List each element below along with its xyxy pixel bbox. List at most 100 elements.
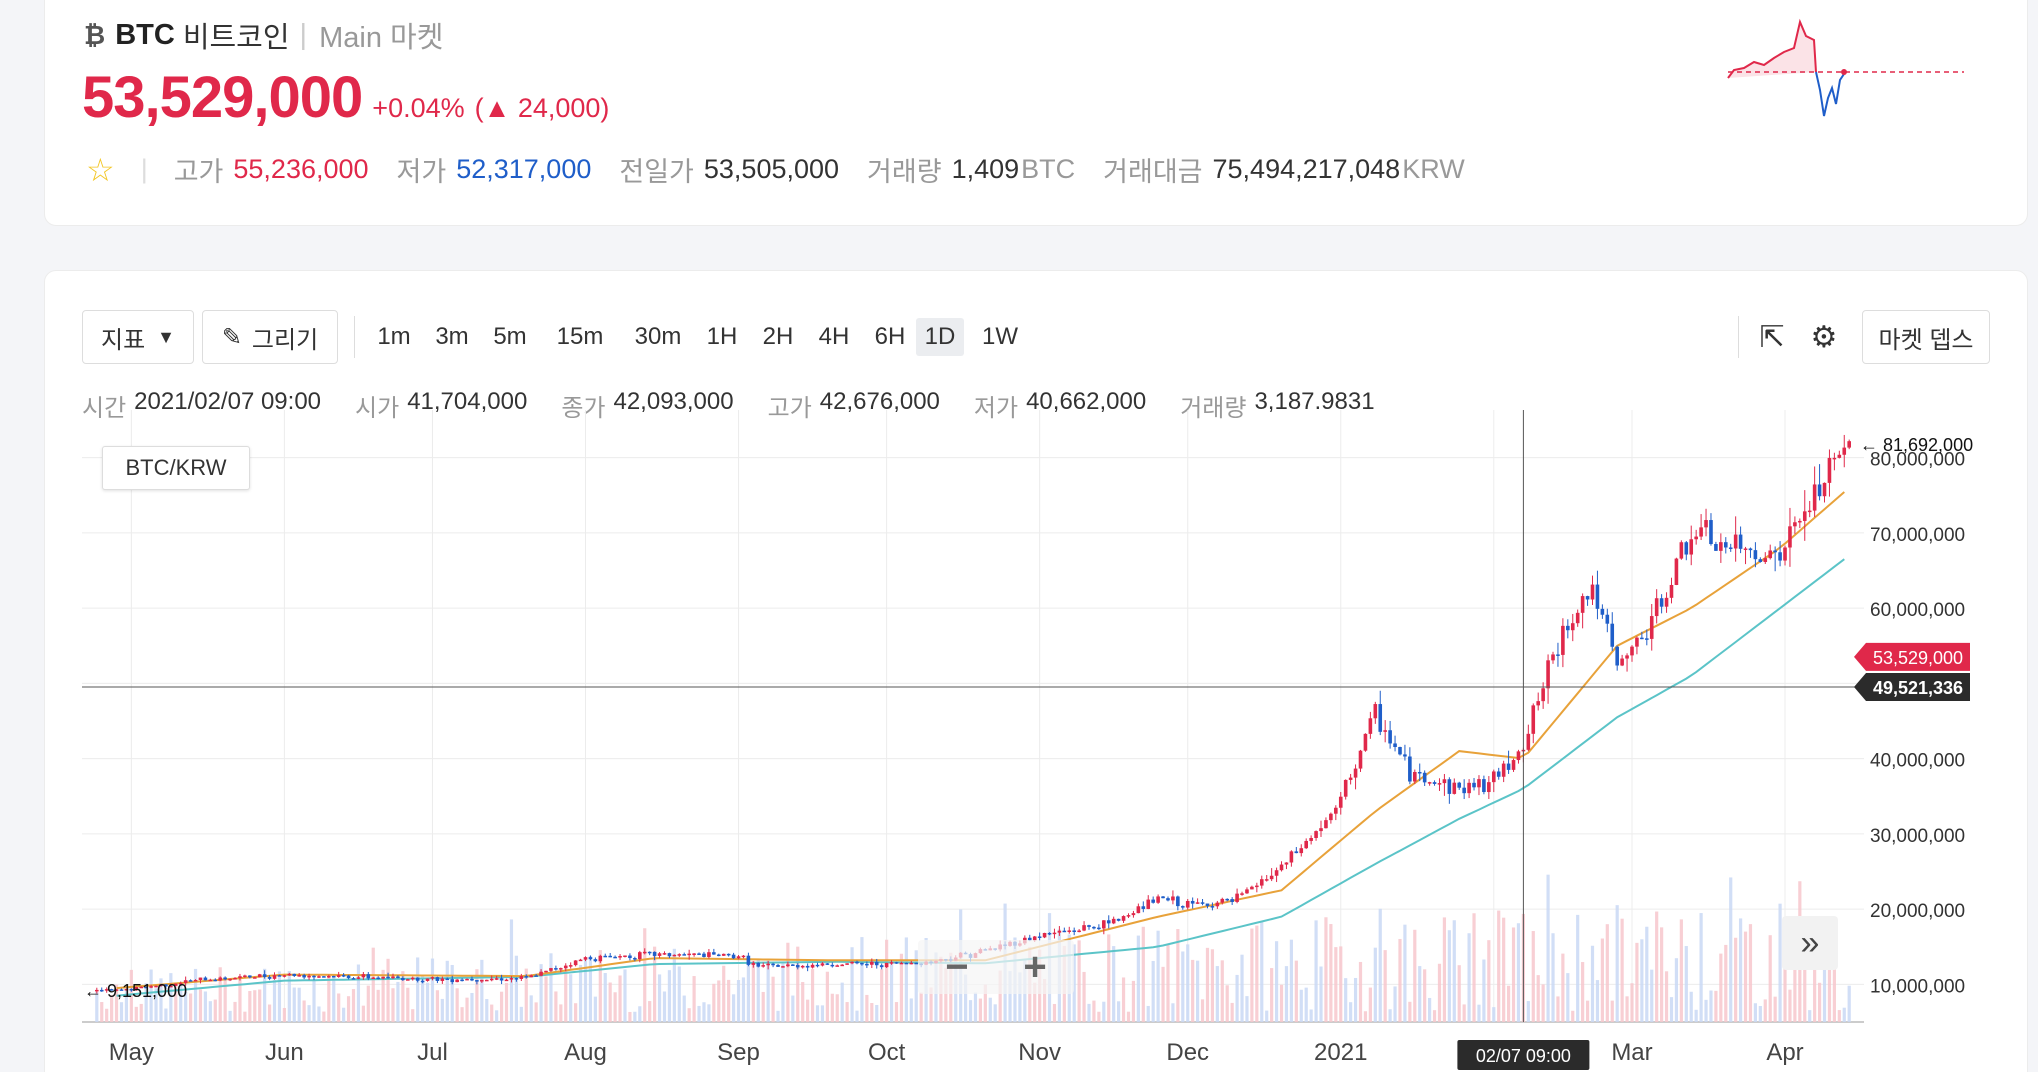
volume-bar <box>435 990 440 1022</box>
favorite-star-icon[interactable]: ☆ <box>86 151 115 188</box>
indicator-button[interactable]: 지표 ▼ <box>82 310 194 364</box>
candle-body <box>1299 848 1304 854</box>
volume-bar <box>1166 944 1170 1022</box>
timeframe-1m[interactable]: 1m <box>377 323 411 350</box>
scroll-to-latest-button[interactable]: » <box>1782 916 1838 970</box>
candle-body <box>1097 927 1101 930</box>
candle-body <box>1176 896 1180 907</box>
candle-body <box>1279 864 1284 871</box>
candle-body <box>1753 550 1758 560</box>
ohlc-high-value: 42,676,000 <box>819 388 940 415</box>
volume-bar <box>593 996 597 1022</box>
timeframe-15m[interactable]: 15m <box>556 323 604 350</box>
current-price: 53,529,000 <box>82 65 363 130</box>
volume-bar <box>944 967 948 1022</box>
volume-bar <box>885 939 889 1022</box>
current-price-tag <box>1854 642 1970 671</box>
timeframe-30m[interactable]: 30m <box>634 323 682 350</box>
volume-bar <box>623 969 627 1022</box>
volume-bar <box>815 1005 820 1022</box>
candle-body <box>1146 899 1151 909</box>
market-depth-button[interactable]: 마켓 뎁스 <box>1862 310 1990 364</box>
volume-bar <box>633 1011 637 1022</box>
volume-bar <box>638 1006 642 1022</box>
external-link-icon[interactable]: ⇱ <box>1759 320 1785 354</box>
candle-body <box>1324 820 1328 829</box>
volume-bar <box>1506 985 1511 1022</box>
volume-bar <box>1842 1007 1846 1022</box>
candle-body <box>302 975 306 978</box>
volume-bar <box>1274 941 1279 1022</box>
volume-bar <box>687 1008 691 1022</box>
volume-bar <box>840 982 844 1022</box>
candle-body <box>1319 828 1323 832</box>
candle-body <box>336 975 341 977</box>
volume-bar <box>425 982 430 1022</box>
candle-body <box>1748 548 1753 551</box>
volume-bar <box>411 1009 415 1022</box>
timeframe-5m[interactable]: 5m <box>493 323 527 350</box>
candle-body <box>1422 772 1427 783</box>
candle-body <box>894 962 899 964</box>
x-tick-label: Oct <box>868 1039 906 1066</box>
timeframe-4H[interactable]: 4H <box>818 323 850 350</box>
candle-body <box>183 980 188 983</box>
candle-body <box>1220 898 1225 903</box>
low-marker-label: ← 9,151,000 <box>84 981 187 1001</box>
volume-bar <box>1497 910 1501 1022</box>
candle-body <box>1556 654 1560 656</box>
timeframe-2H[interactable]: 2H <box>762 323 794 350</box>
candle-body <box>376 977 380 980</box>
volume-bar <box>100 1002 104 1022</box>
y-tick-label: 60,000,000 <box>1870 600 1965 621</box>
candle-body <box>1842 447 1847 455</box>
timeframe-1D[interactable]: 1D <box>916 318 964 356</box>
candle-body <box>820 963 825 966</box>
timeframe-1H[interactable]: 1H <box>706 323 738 350</box>
zoom-out-button[interactable]: − <box>945 944 969 989</box>
candle-body <box>855 961 859 964</box>
volume-bar <box>1186 944 1190 1022</box>
volume-bar <box>164 1008 168 1022</box>
volume-bar <box>174 985 178 1022</box>
volume-bar <box>1225 985 1229 1022</box>
volume-bar <box>248 991 252 1022</box>
volume-bar <box>1393 986 1397 1022</box>
candle-body <box>317 976 321 978</box>
candle-body <box>445 978 450 980</box>
candle-body <box>440 978 445 981</box>
market-label: Main 마켓 <box>319 22 444 54</box>
candle-body <box>1077 930 1081 933</box>
current-price-label: 53,529,000 <box>1873 648 1963 668</box>
volume-bar <box>396 981 400 1022</box>
volume-bar <box>406 987 410 1022</box>
volume-bar <box>894 1002 899 1022</box>
timeframe-6H[interactable]: 6H <box>874 323 906 350</box>
gear-icon[interactable]: ⚙ <box>1810 320 1838 354</box>
volume-bar <box>1314 920 1318 1022</box>
candle-body <box>1822 482 1827 497</box>
volume-bar <box>1408 1001 1412 1022</box>
zoom-in-button[interactable]: + <box>1023 944 1047 989</box>
timeframe-1W[interactable]: 1W <box>982 323 1018 350</box>
ma-long-line <box>116 558 1845 997</box>
timeframe-3m[interactable]: 3m <box>435 323 469 350</box>
volume-bar <box>445 960 449 1022</box>
candle-body <box>371 977 376 980</box>
volume-bar <box>1487 940 1491 1022</box>
candle-body <box>1491 771 1496 783</box>
volume-bar <box>1181 951 1185 1022</box>
volume-bar <box>1650 969 1654 1022</box>
volume-bar <box>1738 918 1743 1022</box>
volume-bar <box>1309 1009 1313 1022</box>
draw-button[interactable]: ✎ 그리기 <box>202 310 338 364</box>
candle-body <box>1042 932 1047 938</box>
candle-body <box>1847 441 1851 448</box>
volume-bar <box>312 980 316 1022</box>
volume-bar <box>1674 958 1679 1022</box>
volume-bar <box>95 992 99 1022</box>
volume-bar <box>1778 903 1782 1022</box>
candle-body <box>1798 520 1802 523</box>
candle-body <box>573 960 578 966</box>
